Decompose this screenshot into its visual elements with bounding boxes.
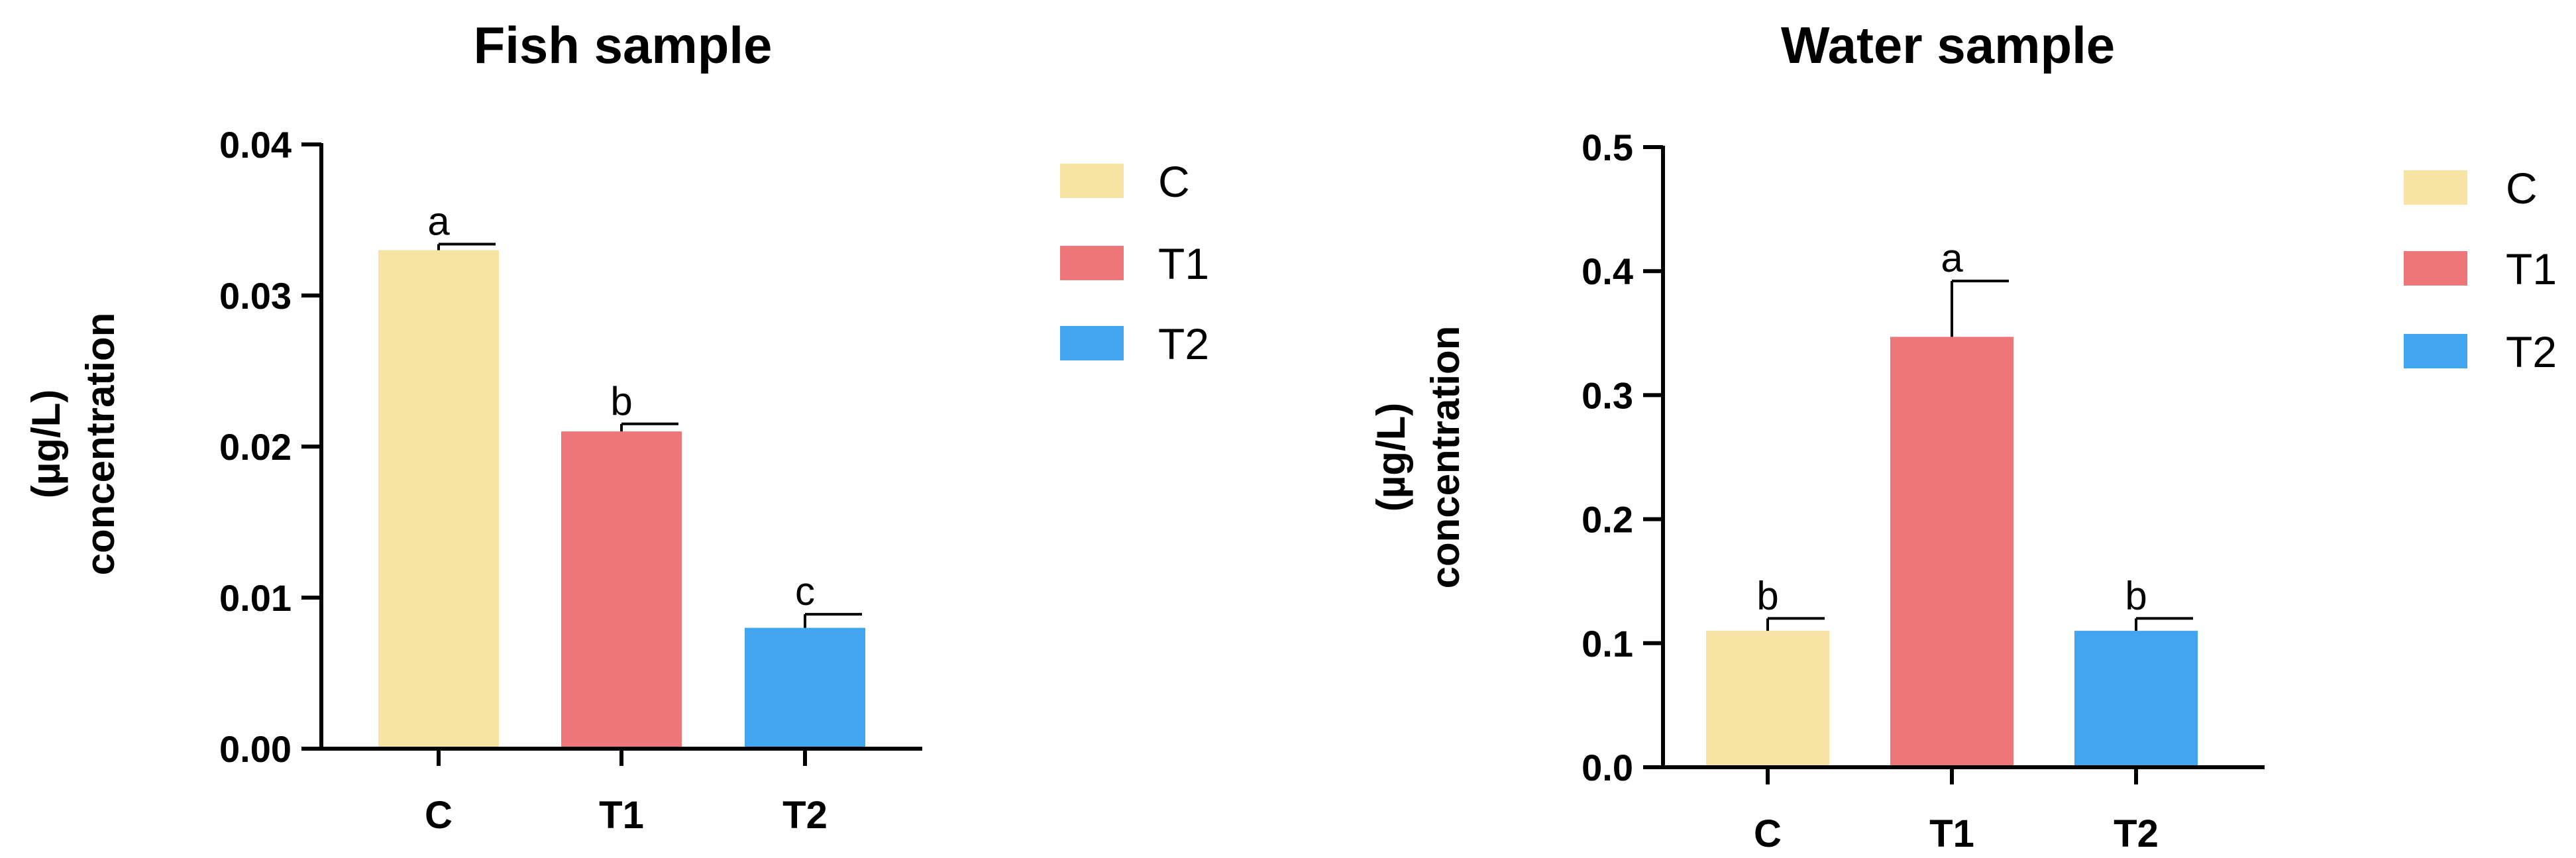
water-legend-label-t1: T1	[2506, 244, 2557, 294]
water-significance-t1: a	[1941, 236, 1963, 280]
fish-ytick-label: 0.01	[219, 577, 292, 619]
water-bar-t1	[1890, 337, 2013, 767]
fish-bar-c	[378, 250, 499, 749]
fish-ylabel-unit: (µg/L)	[24, 390, 68, 499]
water-xtick-label-c: C	[1754, 812, 1782, 855]
fish-ytick-label: 0.04	[219, 124, 292, 166]
water-significance-c: b	[1756, 573, 1778, 617]
water-ytick-label: 0.2	[1582, 499, 1633, 541]
water-ylabel-text: concentration	[1423, 326, 1468, 589]
fish-ylabel-text: concentration	[78, 313, 123, 576]
water-legend-label-t2: T2	[2506, 327, 2557, 376]
fish-chart-title: Fish sample	[474, 16, 773, 74]
fish-legend-swatch-c	[1060, 164, 1124, 198]
fish-legend-swatch-t2	[1060, 326, 1124, 360]
water-legend-swatch-t1	[2404, 251, 2467, 286]
fish-xtick-label-t2: T2	[782, 794, 828, 837]
fish-ytick-label: 0.00	[219, 728, 292, 770]
water-ytick-label: 0.1	[1582, 623, 1633, 665]
water-xtick-label-t1: T1	[1929, 812, 1974, 855]
fish-significance-t1: b	[610, 379, 632, 423]
water-chart-title: Water sample	[1781, 16, 2115, 74]
water-legend-label-c: C	[2506, 164, 2538, 213]
water-ytick-label: 0.3	[1582, 374, 1633, 416]
fish-ytick-label: 0.03	[219, 275, 292, 317]
water-significance-t2: b	[2125, 573, 2147, 617]
water-ylabel-unit: (µg/L)	[1369, 403, 1413, 512]
water-ytick-label: 0.5	[1582, 127, 1633, 168]
water-xtick-label-t2: T2	[2114, 812, 2159, 855]
fish-xtick-label-t1: T1	[599, 794, 644, 837]
water-legend-swatch-t2	[2404, 334, 2467, 368]
fish-legend-label-t1: T1	[1158, 239, 1209, 288]
water-bar-c	[1706, 631, 1829, 767]
fish-xtick-label-c: C	[425, 794, 453, 837]
fish-bar-t2	[745, 627, 865, 749]
fish-legend-swatch-t1	[1060, 246, 1124, 280]
water-ytick-label: 0.4	[1582, 250, 1633, 292]
fish-legend-label-c: C	[1158, 157, 1190, 206]
water-bar-t2	[2074, 631, 2198, 767]
water-legend-swatch-c	[2404, 170, 2467, 205]
fish-bar-t1	[561, 431, 682, 749]
fish-legend-label-t2: T2	[1158, 319, 1209, 368]
fish-chart-panel: Fish sample (µg/L) concentration a Cb T1 c T…	[24, 16, 1209, 837]
water-chart-panel: Water sample (µg/L) concentration b Ca T1 b…	[1369, 16, 2557, 855]
water-ytick-label: 0.0	[1582, 747, 1633, 788]
fish-significance-t2: c	[795, 569, 815, 614]
fish-ytick-label: 0.02	[219, 426, 292, 468]
fish-significance-c: a	[427, 199, 450, 243]
